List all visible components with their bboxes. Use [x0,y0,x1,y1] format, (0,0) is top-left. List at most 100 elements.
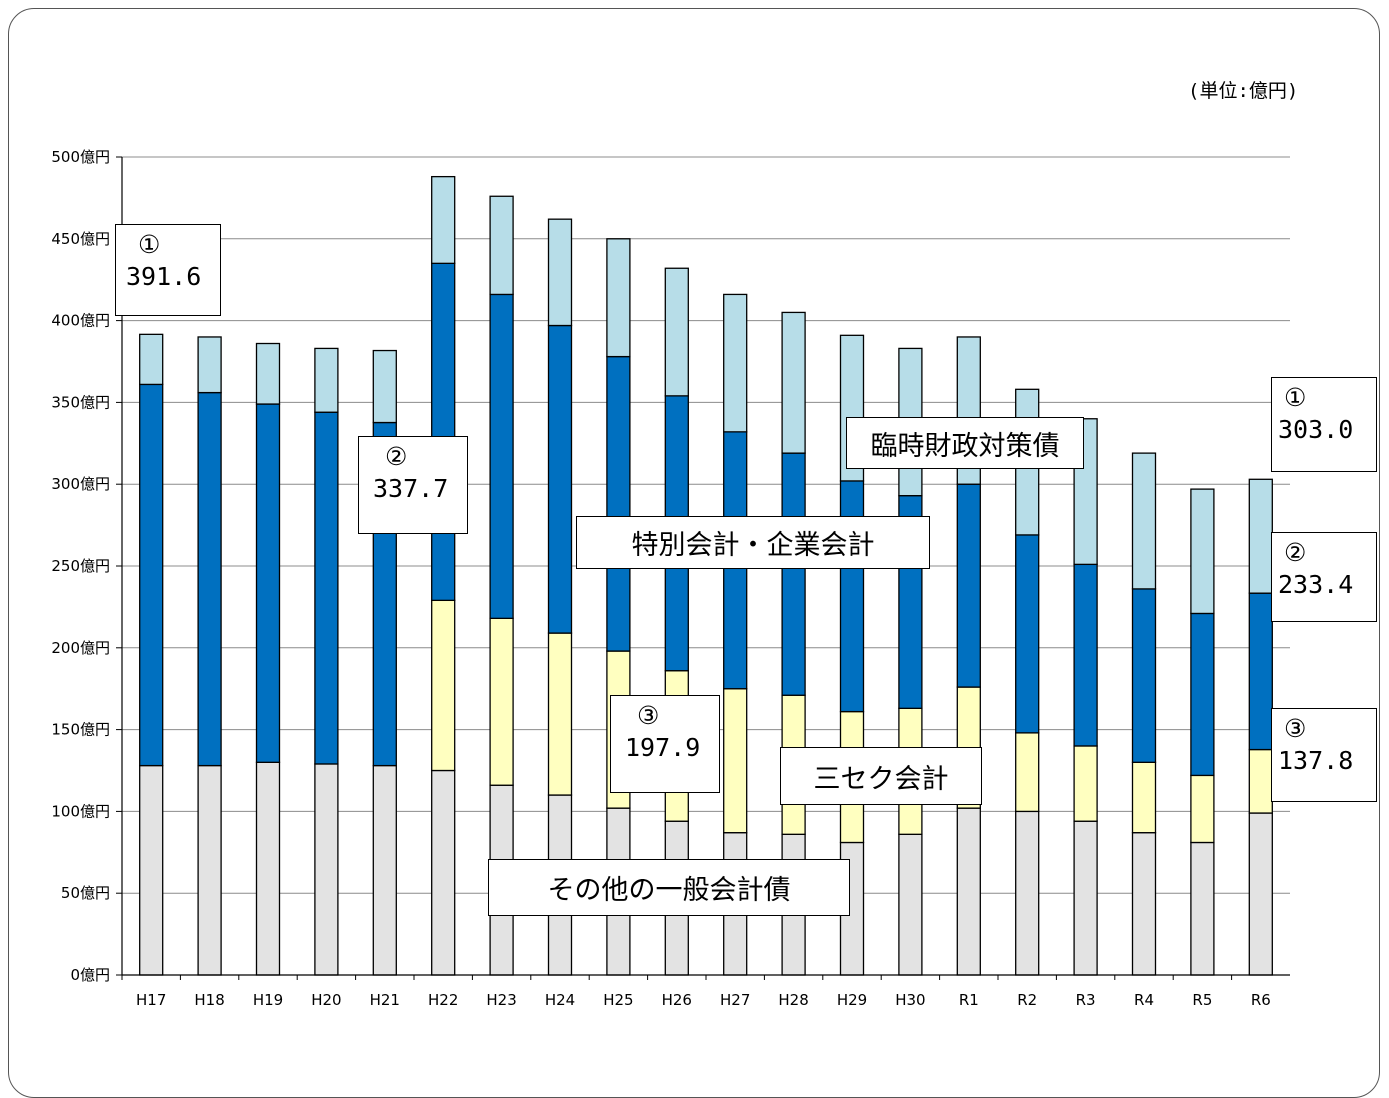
annotation-end-total-marker: ① [1284,383,1307,412]
y-tick-label: 200億円 [51,639,110,657]
bar-segment-4-H24 [547,218,573,327]
bar-segment-3-R6 [1248,592,1273,751]
bar-segment-1-H20 [314,763,339,976]
x-tick-label: H17 [136,991,166,1009]
bar-segment-3-R5 [1190,612,1215,777]
bar-segment-1-H19 [255,761,281,976]
annotation-start-sanseku-marker: ③ [637,701,660,730]
bar-segment-3-R4 [1131,588,1157,763]
x-tick-label: H20 [311,991,341,1009]
bar-segment-4-H19 [255,342,281,405]
annotation-end-total: ① 303.0 [1271,377,1377,472]
bar-segment-1-R6 [1248,812,1273,976]
bar-segment-2-R3 [1073,745,1098,822]
bar-segment-1-R1 [956,807,981,976]
bar-segment-1-H30 [898,833,923,976]
bar-segment-3-H25 [606,355,631,652]
bar-segment-3-H20 [314,411,339,765]
bar-segment-1-H18 [197,764,222,976]
label-rinji: 臨時財政対策債 [846,417,1084,469]
bar-segment-1-R5 [1190,841,1215,976]
y-tick-label: 0億円 [70,966,110,984]
x-tick-label: R4 [1134,991,1154,1009]
annotation-start-total-marker: ① [138,230,161,259]
annotation-end-special-marker: ② [1284,538,1307,567]
bar-segment-2-H27 [723,688,748,834]
annotation-start-sanseku-value: 197.9 [625,733,701,762]
x-tick-label: R3 [1076,991,1096,1009]
bar-segment-4-H28 [781,311,806,454]
y-tick-label: 400億円 [51,312,110,330]
annotation-start-total: ① 391.6 [115,224,221,316]
annotation-end-special-value: 233.4 [1278,570,1354,599]
annotation-end-special: ② 233.4 [1271,532,1377,622]
x-tick-label: H30 [895,991,925,1009]
bar-segment-4-H20 [314,347,339,413]
bar-segment-3-H19 [255,403,281,763]
bar-segment-2-R4 [1131,761,1157,834]
x-tick-label: R2 [1017,991,1037,1009]
y-tick-label: 500億円 [51,148,110,166]
y-tick-label: 350億円 [51,393,110,411]
bar-segment-3-H28 [781,452,806,696]
bar-segment-4-H22 [431,175,456,264]
bar-segment-3-R2 [1015,534,1040,734]
x-tick-label: H26 [662,991,692,1009]
bar-segment-1-R4 [1131,832,1157,976]
x-tick-label: H22 [428,991,458,1009]
x-tick-label: H29 [837,991,867,1009]
label-tokubetsu: 特別会計・企業会計 [576,516,930,569]
bar-segment-1-H22 [431,769,456,976]
label-sonota: その他の一般会計債 [488,859,850,916]
bar-segment-4-H26 [664,267,689,397]
bar-segment-1-H21 [372,764,397,976]
bar-segment-2-H24 [547,632,573,796]
x-tick-label: R1 [959,991,979,1009]
bars [139,175,1273,976]
x-tick-label: H27 [720,991,750,1009]
bar-segment-3-H23 [489,293,514,620]
annotation-start-sanseku: ③ 197.9 [610,695,720,793]
bar-segment-3-H18 [197,391,222,767]
bar-segment-2-H23 [489,617,514,786]
annotation-end-sanseku: ③ 137.8 [1271,708,1377,802]
x-tick-label: H19 [253,991,283,1009]
bar-segment-1-R3 [1073,820,1098,976]
bar-segment-4-H27 [723,293,748,433]
bar-segment-3-H24 [547,324,573,634]
x-tick-label: R5 [1192,991,1212,1009]
bar-segment-2-R6 [1248,748,1273,814]
bar-segment-4-R5 [1190,488,1215,615]
y-tick-label: 300億円 [51,475,110,493]
bar-segment-4-R4 [1131,452,1157,590]
x-tick-label: H24 [545,991,575,1009]
annotation-start-special-value: 337.7 [373,474,449,503]
annotation-start-total-value: 391.6 [126,262,202,291]
annotation-end-sanseku-value: 137.8 [1278,746,1354,775]
bar-segment-1-H17 [139,764,164,976]
bar-segment-4-H25 [606,238,631,358]
bar-segment-4-H21 [372,349,397,424]
annotation-start-special: ② 337.7 [358,436,468,534]
x-tick-label: R6 [1251,991,1271,1009]
bar-segment-4-R6 [1248,478,1273,594]
y-tick-label: 150億円 [51,721,110,739]
x-tick-label: H21 [370,991,400,1009]
bar-segment-4-H17 [139,333,164,386]
annotation-start-special-marker: ② [385,442,408,471]
y-tick-label: 250億円 [51,557,110,575]
annotation-end-total-value: 303.0 [1278,415,1354,444]
bar-segment-1-R2 [1015,810,1040,976]
bar-segment-4-H18 [197,336,222,394]
bar-segment-3-H22 [431,262,456,602]
x-tick-label: H18 [194,991,224,1009]
x-tick-label: H23 [486,991,516,1009]
annotation-end-sanseku-marker: ③ [1284,714,1307,743]
x-tick-label: H25 [603,991,633,1009]
bar-segment-2-H22 [431,599,456,772]
axes: 0億円 50億円 100億円 150億円 200億円 250億円 300億円 350億円 400… [51,148,1290,1009]
y-tick-label: 50億円 [61,884,110,902]
x-tick-label: H28 [778,991,808,1009]
bar-segment-3-R1 [956,483,981,688]
bar-segment-3-H17 [139,383,164,767]
